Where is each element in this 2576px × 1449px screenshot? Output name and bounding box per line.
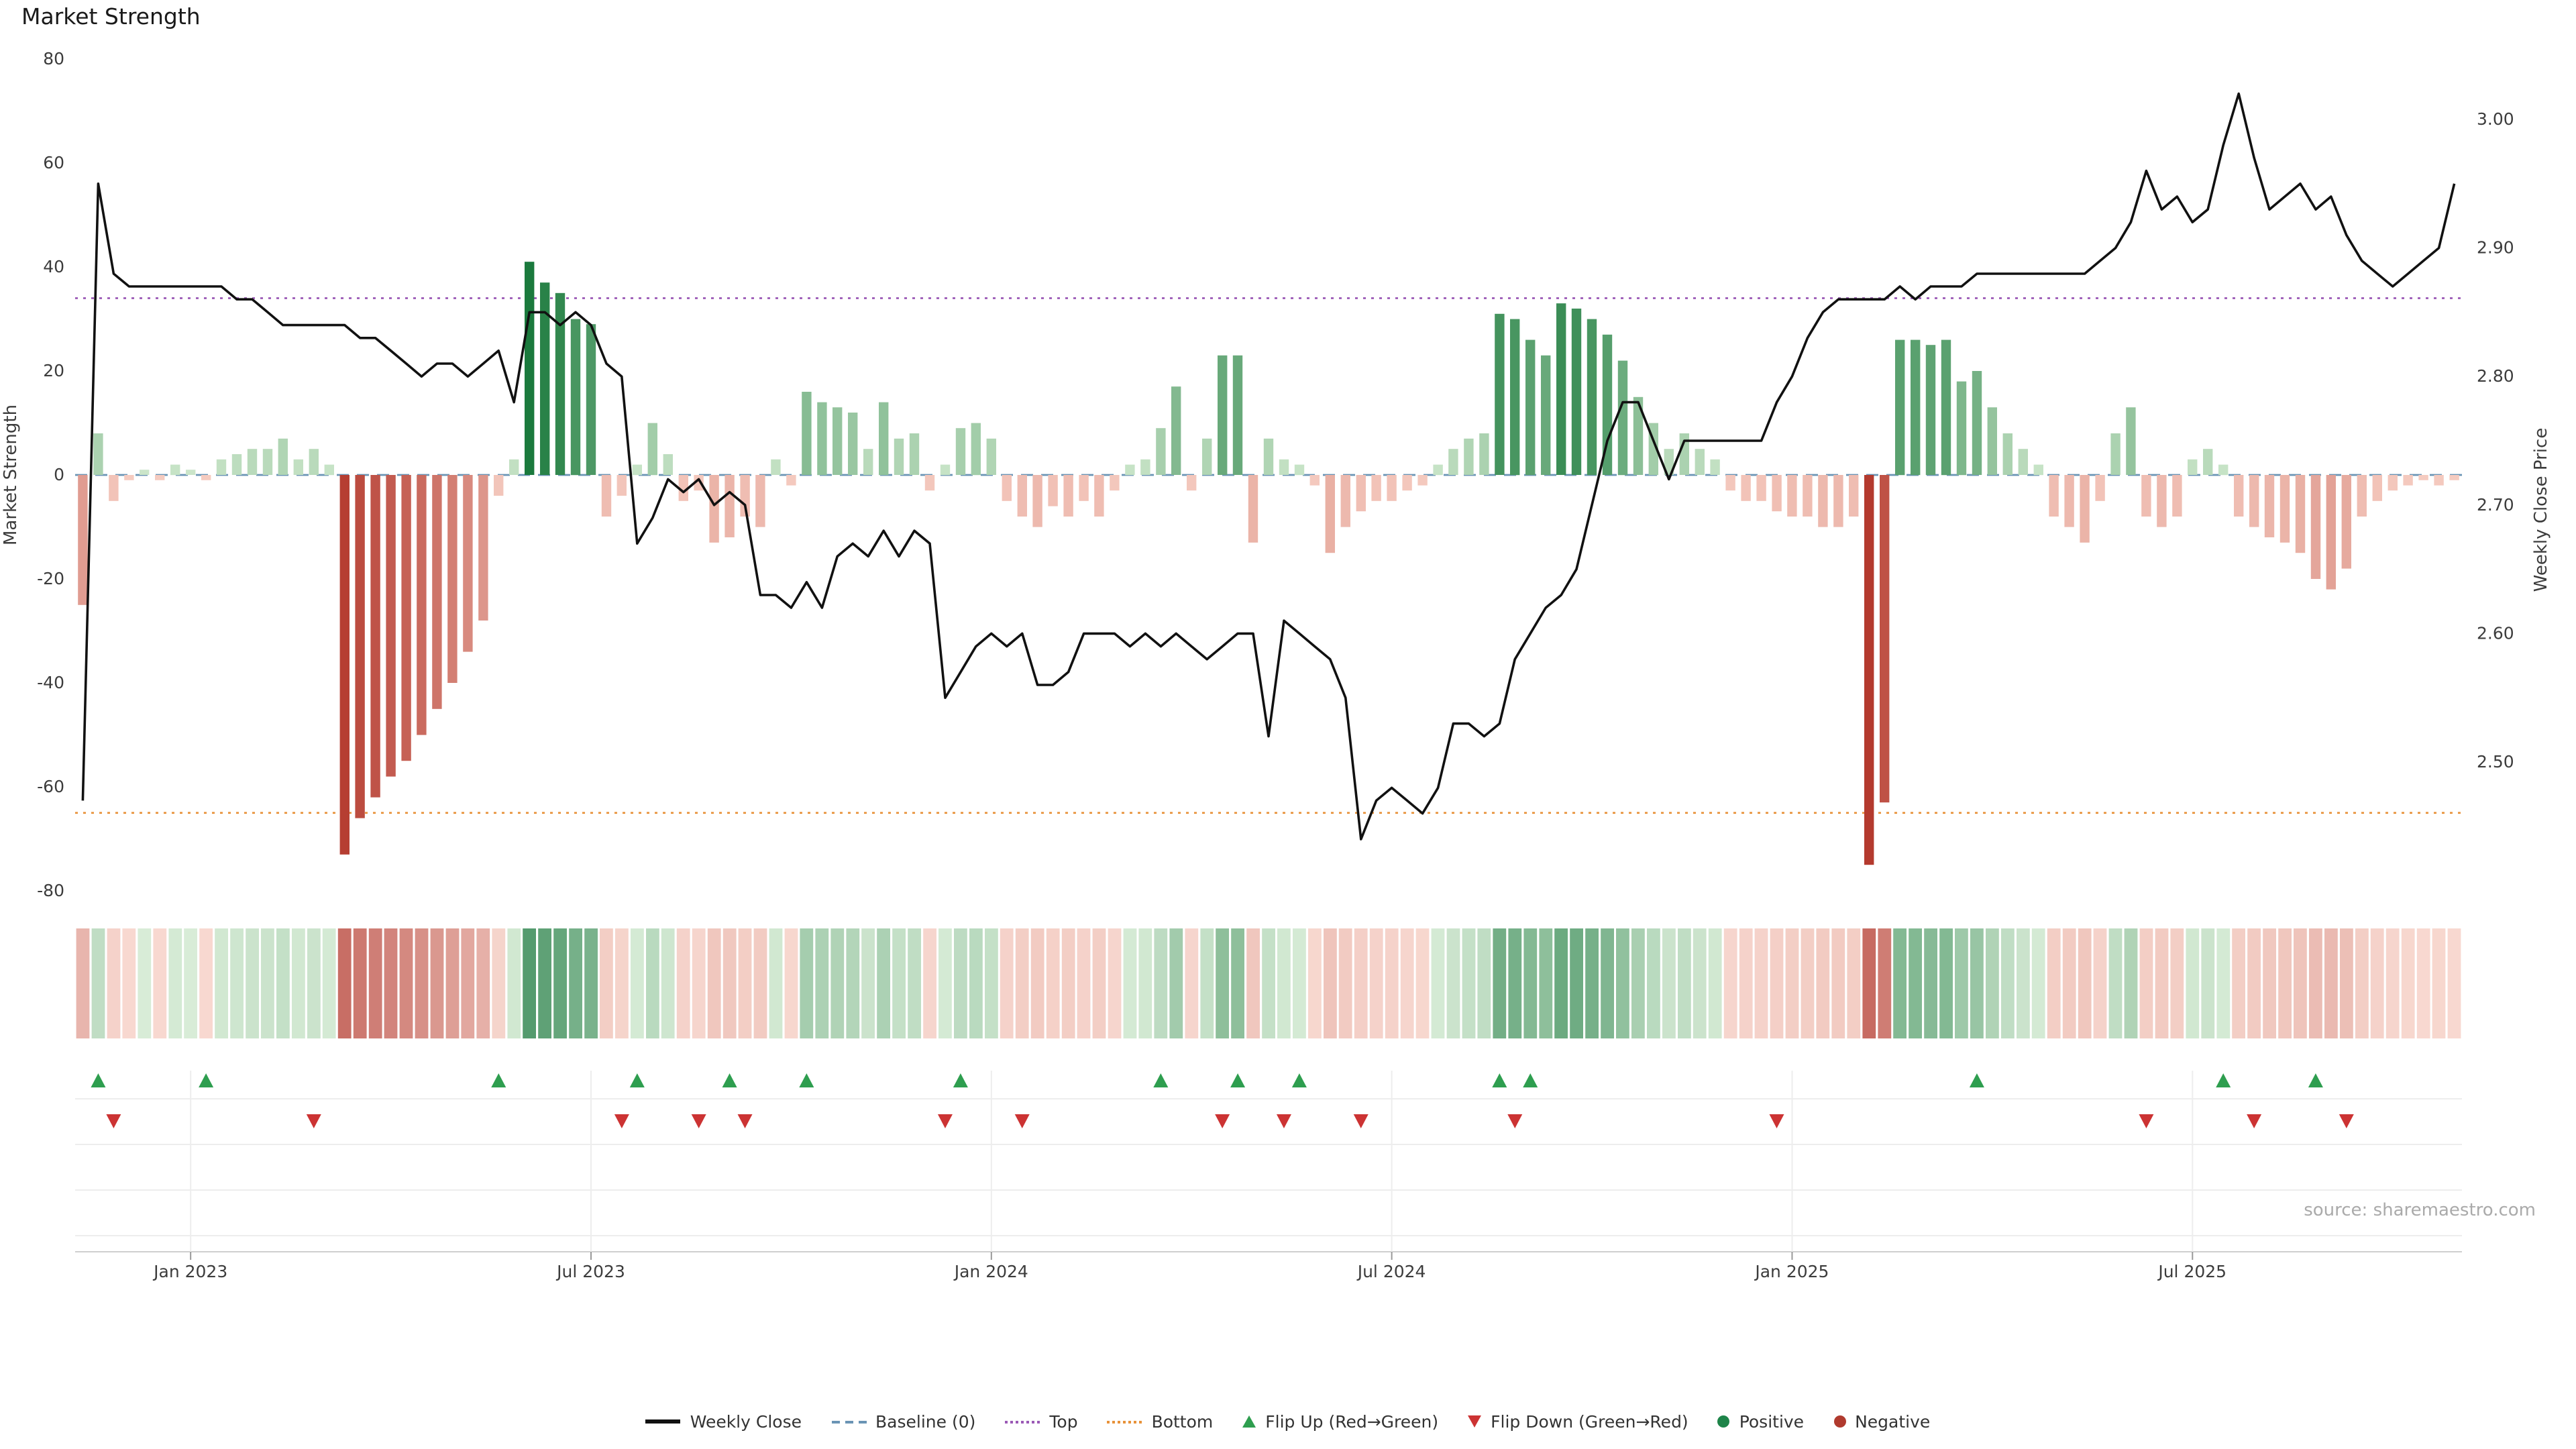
flip-down-markers [106,1114,2354,1128]
svg-text:60: 60 [43,153,64,172]
svg-text:-80: -80 [37,881,64,900]
flip-down-icon [937,1114,953,1128]
flip-up-icon [629,1073,645,1087]
svg-text:Market Strength: Market Strength [1,405,21,545]
svg-text:2.60: 2.60 [2477,623,2514,643]
lower-grid [75,1071,2462,1260]
flip-down-icon [2247,1114,2262,1128]
legend-item-baseline-0: Baseline (0) [831,1411,975,1432]
legend-label: Flip Up (Red→Green) [1265,1411,1439,1432]
legend-label: Baseline (0) [875,1411,976,1432]
legend: Weekly Close Baseline (0) Top Bottom Flip Up… [0,1411,2576,1432]
flip-up-icon [91,1073,106,1087]
legend-label: Weekly Close [690,1411,802,1432]
flip-down-icon [737,1114,753,1128]
heatmap-strip [76,928,2461,1038]
svg-text:2.70: 2.70 [2477,495,2514,515]
flip-up-icon [491,1073,506,1087]
svg-text:2.50: 2.50 [2477,752,2514,771]
flip-up-icon [953,1073,968,1087]
price-line [81,92,2456,841]
x-axis-ticks: Jan 2023 Jul 2023 Jan 2024 Jul 2024 Jan 2025… [152,1262,2226,1281]
svg-text:20: 20 [43,361,64,380]
flip-down-icon [614,1114,629,1128]
svg-text:Jan 2024: Jan 2024 [953,1262,1028,1281]
svg-text:-40: -40 [37,673,64,692]
flip-up-icon [1230,1073,1246,1087]
dot-icon [1833,1415,1846,1428]
flip-up-icon [722,1073,737,1087]
legend-label: Flip Down (Green→Red) [1491,1411,1688,1432]
strength-bars [78,262,2459,865]
left-axis-ticks: 80 60 40 20 0 -20 -40 -60 -80 [37,49,64,900]
flip-down-icon [1769,1114,1784,1128]
triangle-up-icon [1242,1415,1256,1428]
flip-up-icon [199,1073,214,1087]
legend-item-positive: Positive [1717,1411,1805,1432]
flip-down-icon [2339,1114,2354,1128]
svg-text:Jul 2025: Jul 2025 [2157,1262,2226,1281]
svg-text:Jul 2024: Jul 2024 [1356,1262,1426,1281]
right-axis-title: Weekly Close Price [2531,428,2551,592]
flip-up-icon [1153,1073,1169,1087]
flip-down-icon [1276,1114,1291,1128]
dotted-icon [1107,1420,1142,1423]
svg-text:Jul 2023: Jul 2023 [555,1262,625,1281]
legend-label: Negative [1855,1411,1931,1432]
svg-text:2.90: 2.90 [2477,238,2514,258]
flip-down-icon [1507,1114,1523,1128]
svg-text:Jan 2025: Jan 2025 [1754,1262,1829,1281]
chart-title: Market Strength [21,4,201,30]
flip-up-markers [91,1073,2323,1087]
flip-down-icon [1353,1114,1368,1128]
right-axis-ticks: 3.00 2.90 2.80 2.70 2.60 2.50 [2477,109,2514,771]
svg-text:Weekly Close Price: Weekly Close Price [2531,428,2551,592]
dot-icon [1717,1415,1730,1428]
svg-text:80: 80 [43,49,64,68]
legend-item-bottom: Bottom [1107,1411,1214,1432]
legend-label: Positive [1739,1411,1805,1432]
legend-label: Bottom [1151,1411,1214,1432]
flip-up-icon [1291,1073,1307,1087]
flip-down-icon [1215,1114,1230,1128]
legend-item-weekly-close: Weekly Close [645,1411,802,1432]
legend-label: Top [1049,1411,1078,1432]
flip-down-icon [306,1114,321,1128]
flip-up-icon [2216,1073,2231,1087]
svg-text:source: sharemaestro.com: source: sharemaestro.com [2304,1200,2536,1220]
left-axis-title: Market Strength [1,405,21,545]
legend-item-flip-up-red-green: Flip Up (Red→Green) [1242,1411,1438,1432]
svg-text:Jan 2023: Jan 2023 [152,1262,227,1281]
svg-text:-20: -20 [37,569,64,588]
flip-up-icon [799,1073,814,1087]
triangle-down-icon [1468,1415,1482,1428]
legend-item-top: Top [1005,1411,1078,1432]
svg-text:40: 40 [43,257,64,276]
flip-down-icon [106,1114,121,1128]
flip-up-icon [2308,1073,2323,1087]
svg-text:0: 0 [54,465,64,484]
dotted-icon [1005,1420,1040,1423]
flip-down-icon [1014,1114,1030,1128]
flip-down-icon [2139,1114,2154,1128]
flip-up-icon [1492,1073,1507,1087]
dashed-icon [831,1420,866,1423]
svg-text:-60: -60 [37,777,64,796]
flip-down-icon [691,1114,706,1128]
legend-item-negative: Negative [1833,1411,1930,1432]
source-text: source: sharemaestro.com [2304,1200,2536,1220]
svg-text:2.80: 2.80 [2477,366,2514,386]
flip-up-icon [1969,1073,1984,1087]
line-icon [645,1419,681,1424]
legend-item-flip-down-green-red: Flip Down (Green→Red) [1468,1411,1688,1432]
flip-up-icon [1523,1073,1538,1087]
svg-text:3.00: 3.00 [2477,109,2514,129]
